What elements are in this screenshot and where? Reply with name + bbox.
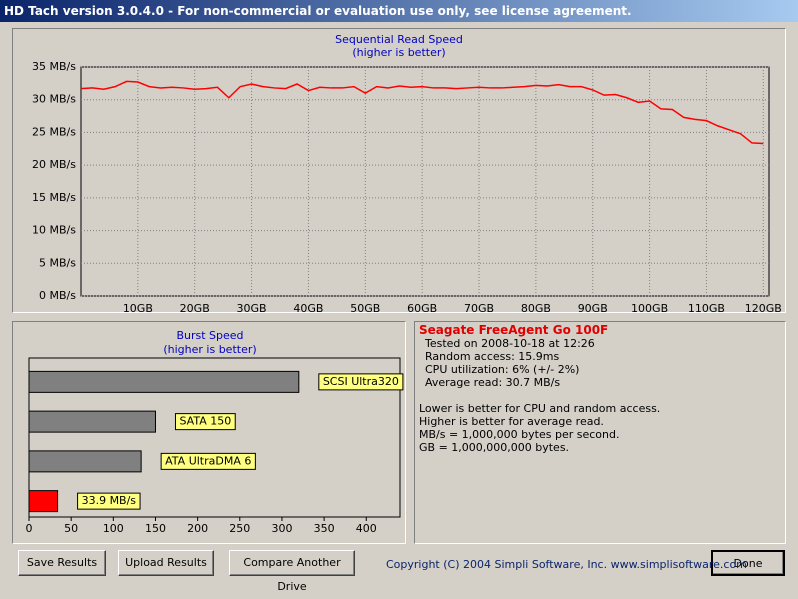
x-tick-label: 200 (187, 522, 208, 535)
bar (28, 450, 142, 473)
bar-label: SCSI Ultra320 (323, 375, 399, 388)
read-chart: Sequential Read Speed(higher is better) 0… (32, 33, 782, 315)
bar-label: SATA 150 (179, 415, 231, 428)
label-box (174, 413, 236, 431)
label-box (77, 492, 141, 510)
y-tick-label: 15 MB/s (32, 191, 76, 204)
chart-title: Burst Speed (176, 329, 243, 342)
y-tick-label: 10 MB/s (32, 224, 76, 237)
x-tick-label: 350 (314, 522, 335, 535)
x-tick-label: 100 (103, 522, 124, 535)
x-tick-label: 80GB (521, 302, 551, 312)
x-tick-label: 300 (271, 522, 292, 535)
label-box (160, 452, 256, 470)
x-tick-label: 50 (64, 522, 78, 535)
button[interactable]: Done (711, 550, 785, 576)
button[interactable]: Save Results (18, 550, 106, 576)
bar (28, 490, 59, 513)
plot-area (80, 66, 770, 297)
x-tick-label: 40GB (293, 302, 323, 312)
button[interactable]: Upload Results (118, 550, 214, 576)
info-note: Higher is better for average read. (419, 415, 604, 428)
x-tick-label: 0 (26, 522, 33, 535)
x-tick-label: 60GB (407, 302, 437, 312)
y-tick-label: 20 MB/s (32, 158, 76, 171)
bar-label: 33.9 MB/s (82, 494, 137, 507)
bar-label: ATA UltraDMA 6 (165, 454, 251, 467)
x-tick-label: 400 (356, 522, 377, 535)
x-tick-label: 50GB (350, 302, 380, 312)
y-tick-label: 25 MB/s (32, 125, 76, 138)
chart-subtitle: (higher is better) (352, 46, 445, 59)
x-tick-label: 100GB (631, 302, 668, 312)
y-tick-label: 5 MB/s (39, 256, 76, 269)
x-tick-label: 70GB (464, 302, 494, 312)
info-note: MB/s = 1,000,000 bytes per second. (419, 428, 620, 441)
button[interactable]: Compare Another Drive (229, 550, 355, 593)
x-tick-label: 150 (145, 522, 166, 535)
info-line: Random access: 15.9ms (425, 350, 560, 363)
info-line: Tested on 2008-10-18 at 12:26 (425, 337, 595, 350)
chart-title: Sequential Read Speed (335, 33, 463, 46)
x-tick-label: 250 (229, 522, 250, 535)
burst-chart: Burst Speed(higher is better) 0 50 100 150 20… (26, 329, 404, 535)
copyright: Copyright (C) 2004 Simpli Software, Inc.… (386, 558, 747, 571)
read-panel: Sequential Read Speed (higher is better) 0… (12, 28, 786, 315)
burst-panel: Burst Speed (higher is better) 0 50 100 150 20… (12, 321, 406, 544)
y-tick-label: 35 MB/s (32, 60, 76, 73)
bar (28, 410, 156, 433)
title-bar: HD Tach version 3.0.4.0 - For non-commer… (0, 0, 798, 22)
data-line (80, 80, 764, 145)
drive-name: Seagate FreeAgent Go 100F (419, 323, 609, 337)
x-tick-label: 120GB (745, 302, 782, 312)
x-tick-label: 30GB (237, 302, 267, 312)
x-tick-label: 10GB (123, 302, 153, 312)
info-panel: Seagate FreeAgent Go 100F Tested on 2008… (414, 321, 786, 544)
bar (28, 370, 300, 393)
y-tick-label: 30 MB/s (32, 93, 76, 106)
x-tick-label: 110GB (688, 302, 725, 312)
info-line: Average read: 30.7 MB/s (425, 376, 561, 389)
info-note: GB = 1,000,000,000 bytes. (419, 441, 570, 454)
info-line: CPU utilization: 6% (+/- 2%) (425, 363, 580, 376)
x-tick-label: 20GB (180, 302, 210, 312)
info-note: Lower is better for CPU and random acces… (419, 402, 661, 415)
label-box (318, 373, 404, 391)
x-tick-label: 90GB (578, 302, 608, 312)
chart-subtitle: (higher is better) (163, 343, 256, 356)
y-tick-label: 0 MB/s (39, 289, 76, 302)
